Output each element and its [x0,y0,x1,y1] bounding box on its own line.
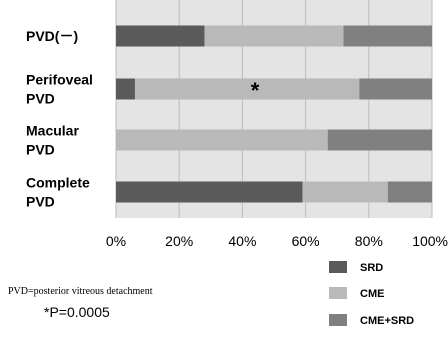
bar-cme-3 [302,181,388,203]
category-label: Perifoveal [26,72,93,88]
bar-srd-0 [116,25,205,47]
legend-swatch-cme [329,287,347,299]
bar-cme-0 [204,25,344,47]
x-tick-labels: 0% 20% 40% 60% 80% 100% [106,233,448,249]
category-label: Complete [26,175,90,191]
p-value-note: *P=0.0005 [44,304,110,320]
category-labels: PVD(－) Perifoveal PVD Macular PVD Complete PVD [26,28,93,210]
bar-cme-srd-0 [343,25,432,47]
bars [116,25,432,203]
annotations: * [251,78,260,103]
legend: SRD CME CME+SRD [329,261,414,327]
category-label: PVD [26,142,55,158]
category-label: Macular [26,123,79,139]
bar-cme-srd-3 [387,181,432,203]
footnote: PVD=posterior vitreous detachment [8,286,153,297]
x-tick-label: 0% [106,233,126,249]
bar-cme-srd-2 [327,129,432,151]
category-label: PVD [26,194,55,210]
bar-cme-srd-1 [359,78,432,100]
x-tick-label: 60% [292,233,320,249]
x-tick-label: 80% [355,233,383,249]
bar-cme-2 [116,129,328,151]
category-label: PVD [26,91,55,107]
legend-label-srd: SRD [360,262,383,274]
significance-asterisk: * [251,78,260,103]
legend-swatch-srd [329,261,347,273]
bar-cme-1 [134,78,360,100]
bar-srd-1 [116,78,135,100]
x-tick-label: 20% [165,233,193,249]
x-tick-label: 100% [412,233,448,249]
x-tick-label: 40% [228,233,256,249]
category-label: PVD(－) [26,28,78,44]
legend-label-cme: CME [360,288,384,300]
legend-swatch-cme-srd [329,314,347,326]
bar-srd-3 [116,181,303,203]
legend-label-cme-srd: CME+SRD [360,315,414,327]
